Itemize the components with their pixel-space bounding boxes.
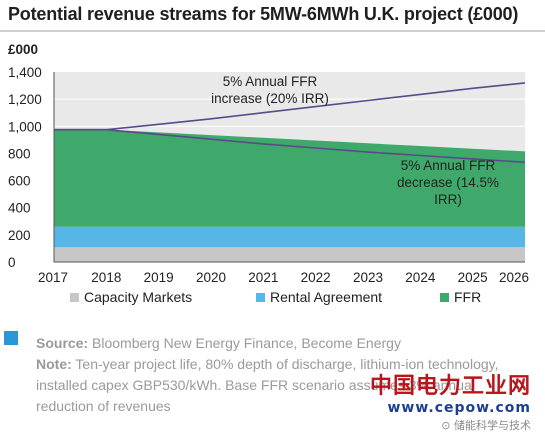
scenario-line-decrease xyxy=(54,128,526,164)
annotation-increase-line-1: increase (20% IRR) xyxy=(211,91,329,106)
y-tick-label-400: 400 xyxy=(8,201,31,216)
scenario-line-increase xyxy=(54,82,526,131)
legend-item-capacity-markets: Capacity Markets xyxy=(70,289,192,305)
annotation-decrease-line-1: decrease (14.5% xyxy=(397,175,499,190)
chart-legend: Capacity Markets Rental Agreement FFR xyxy=(70,289,540,309)
y-tick-label-1200: 1,200 xyxy=(8,92,42,107)
annotation-decrease-line-2: IRR) xyxy=(434,192,462,207)
y-unit-label: £000 xyxy=(8,42,38,57)
revenue-area-chart: 0 200 400 600 800 1,000 1,200 1,400 £000 2017 2018… xyxy=(8,42,529,285)
area-series-rental-agreement xyxy=(54,226,525,248)
x-tick-label-2021: 2021 xyxy=(248,270,278,285)
y-tick-label-800: 800 xyxy=(8,146,31,161)
area-series-capacity-markets xyxy=(54,247,525,262)
notes-block: Source: Bloomberg New Energy Finance, Be… xyxy=(36,333,536,417)
x-tick-label-2025: 2025 xyxy=(458,270,488,285)
source-line: Source: Bloomberg New Energy Finance, Be… xyxy=(36,333,536,354)
x-tick-label-2022: 2022 xyxy=(301,270,331,285)
source-marker xyxy=(4,331,18,345)
watermark-handle: ⊙ 储能科学与技术 xyxy=(441,419,531,432)
title-divider xyxy=(0,30,545,32)
note-line: Note: Ten-year project life, 80% depth o… xyxy=(36,354,536,417)
legend-item-rental-agreement: Rental Agreement xyxy=(256,289,382,305)
note-text: Ten-year project life, 80% depth of disc… xyxy=(36,356,499,414)
x-tick-label-2018: 2018 xyxy=(91,270,121,285)
y-tick-label-0: 0 xyxy=(8,255,16,270)
y-tick-label-1000: 1,000 xyxy=(8,119,42,134)
x-tick-label-2020: 2020 xyxy=(196,270,226,285)
chart-title: Potential revenue streams for 5MW-6MWh U… xyxy=(8,4,519,24)
watermark-main: 中国电力工业网 xyxy=(369,374,531,399)
x-tick-label-2024: 2024 xyxy=(405,270,436,285)
legend-label-capacity-markets: Capacity Markets xyxy=(84,289,193,305)
y-tick-label-600: 600 xyxy=(8,174,31,189)
source-text: Bloomberg New Energy Finance, Become Ene… xyxy=(92,335,401,351)
annotation-decrease-line-0: 5% Annual FFR xyxy=(401,158,496,173)
watermark-url: www.cepow.com xyxy=(387,400,531,416)
legend-swatch-ffr xyxy=(440,292,449,302)
y-tick-label-200: 200 xyxy=(8,228,31,243)
x-tick-label-2017: 2017 xyxy=(38,270,68,285)
legend-item-ffr: FFR xyxy=(440,289,481,305)
watermark: 中国电力工业网 www.cepow.com ⊙ 储能科学与技术 xyxy=(370,368,531,433)
annotation-increase-line-0: 5% Annual FFR xyxy=(223,74,318,89)
legend-swatch-rental-agreement xyxy=(256,292,265,302)
x-tick-label-2019: 2019 xyxy=(144,270,174,285)
x-tick-label-2026: 2026 xyxy=(499,270,529,285)
y-tick-label-1400: 1,400 xyxy=(8,65,42,80)
legend-swatch-capacity-markets xyxy=(70,292,79,302)
source-label: Source: xyxy=(36,335,89,351)
note-label: Note: xyxy=(36,356,72,372)
legend-label-rental-agreement: Rental Agreement xyxy=(270,289,383,305)
legend-label-ffr: FFR xyxy=(454,289,482,305)
x-tick-label-2023: 2023 xyxy=(353,270,383,285)
